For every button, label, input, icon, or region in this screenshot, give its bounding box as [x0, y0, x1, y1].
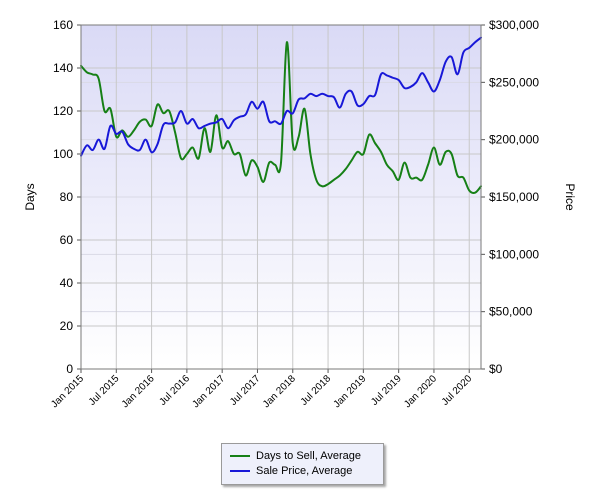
- left-tick-label: 160: [53, 18, 73, 32]
- legend-item-price: Sale Price, Average: [230, 464, 352, 478]
- plot-frame: [80, 24, 482, 370]
- right-tick-label: $300,000: [489, 18, 539, 32]
- legend-item-days: Days to Sell, Average: [230, 449, 361, 463]
- left-axis-title: Days: [23, 183, 37, 210]
- legend: Days to Sell, Average Sale Price, Averag…: [221, 443, 384, 485]
- legend-swatch-price: [230, 470, 250, 472]
- legend-label-days: Days to Sell, Average: [256, 450, 361, 462]
- sale-price-line: [80, 36, 482, 157]
- x-tick-label: Jul 2019: [369, 373, 404, 408]
- left-tick-label: 20: [60, 319, 74, 333]
- left-tick-label: 60: [60, 233, 74, 247]
- x-tick-label: Jul 2017: [228, 373, 263, 408]
- x-tick-label: Jan 2015: [49, 373, 86, 410]
- legend-label-price: Sale Price, Average: [256, 465, 353, 477]
- left-tick-label: 40: [60, 276, 74, 290]
- x-tick-label: Jul 2018: [299, 373, 334, 408]
- right-axis-title: Price: [563, 183, 577, 211]
- right-tick-label: $150,000: [489, 190, 539, 204]
- left-tick-label: 100: [53, 147, 73, 161]
- left-tick-label: 140: [53, 61, 73, 75]
- x-tick-label: Jan 2020: [402, 373, 439, 410]
- right-tick-label: $250,000: [489, 75, 539, 89]
- x-tick-label: Jul 2020: [440, 373, 475, 408]
- right-tick-label: $100,000: [489, 247, 539, 261]
- legend-swatch-days: [230, 455, 250, 457]
- left-tick-label: 80: [60, 190, 74, 204]
- series-lines: [80, 36, 482, 195]
- left-tick-label: 0: [66, 362, 73, 376]
- right-tick-label: $0: [489, 362, 503, 376]
- right-tick-label: $200,000: [489, 133, 539, 147]
- x-tick-label: Jan 2016: [120, 373, 157, 410]
- right-tick-label: $50,000: [489, 305, 533, 319]
- x-tick-label: Jan 2019: [332, 373, 369, 410]
- x-tick-label: Jan 2017: [190, 373, 227, 410]
- days-to-sell-line: [80, 41, 482, 195]
- x-tick-label: Jul 2016: [157, 373, 192, 408]
- x-tick-label: Jan 2018: [261, 373, 298, 410]
- x-tick-label: Jul 2015: [87, 373, 122, 408]
- left-tick-label: 120: [53, 104, 73, 118]
